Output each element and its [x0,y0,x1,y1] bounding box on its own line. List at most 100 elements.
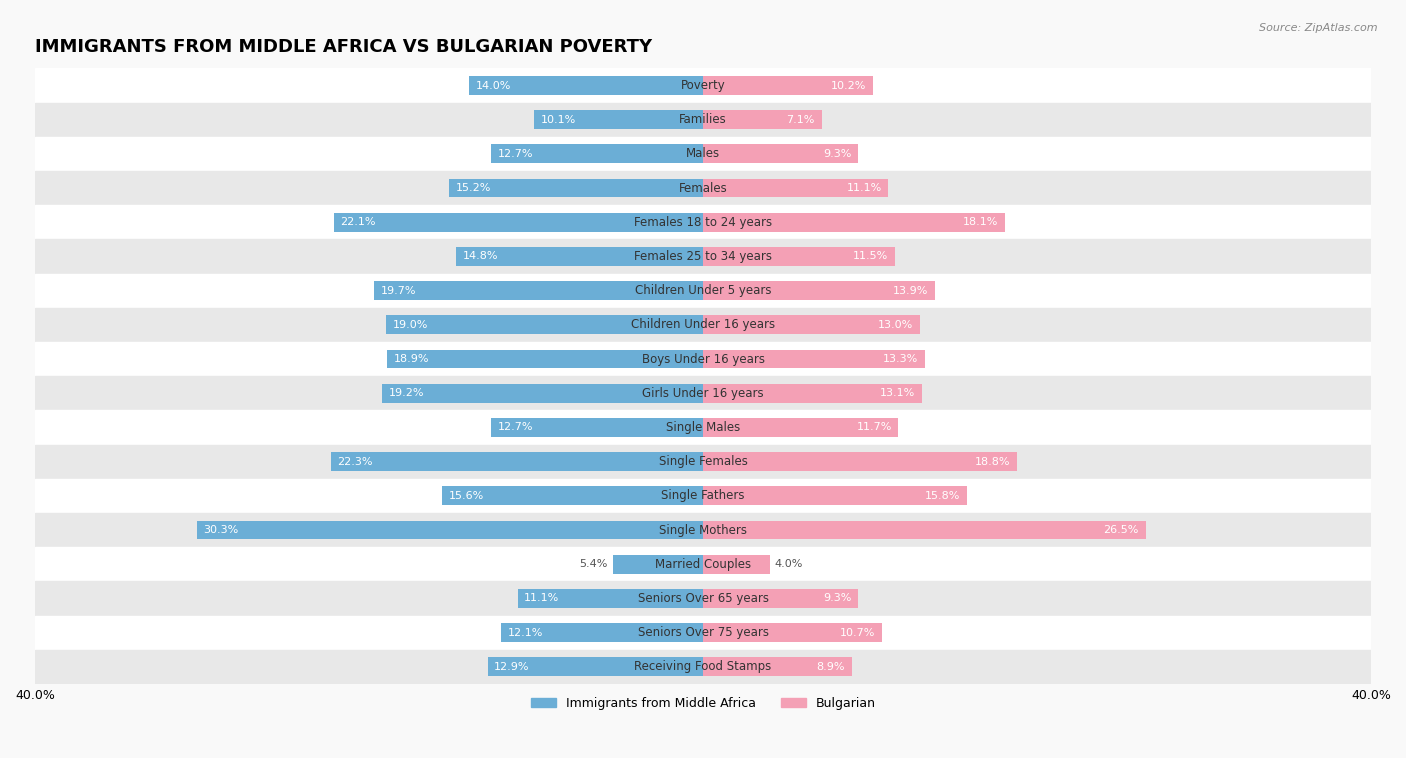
Bar [385,315,703,334]
Bar [35,205,1371,240]
Text: 13.3%: 13.3% [883,354,918,364]
Text: 12.7%: 12.7% [498,149,533,159]
Bar [534,111,703,129]
Text: 14.0%: 14.0% [475,80,512,90]
Bar [35,547,1371,581]
Text: 18.9%: 18.9% [394,354,429,364]
Bar [35,171,1371,205]
Text: 4.0%: 4.0% [775,559,803,569]
Text: 15.8%: 15.8% [925,491,960,501]
Text: Girls Under 16 years: Girls Under 16 years [643,387,763,399]
Bar [613,555,703,574]
Text: 18.1%: 18.1% [963,218,998,227]
Bar [703,145,858,163]
Text: 19.7%: 19.7% [381,286,416,296]
Bar [35,444,1371,479]
Text: 13.1%: 13.1% [880,388,915,398]
Bar [703,453,1017,471]
Text: 11.1%: 11.1% [524,594,560,603]
Text: 10.7%: 10.7% [839,628,875,637]
Bar [449,179,703,198]
Text: 10.2%: 10.2% [831,80,866,90]
Bar [330,453,703,471]
Bar [703,315,920,334]
Bar [35,102,1371,136]
Bar [35,615,1371,650]
Text: Single Mothers: Single Mothers [659,524,747,537]
Text: 8.9%: 8.9% [817,662,845,672]
Text: 5.4%: 5.4% [579,559,607,569]
Text: 12.9%: 12.9% [495,662,530,672]
Bar [35,479,1371,513]
Bar [35,136,1371,171]
Bar [387,349,703,368]
Text: 9.3%: 9.3% [824,149,852,159]
Text: 15.6%: 15.6% [449,491,485,501]
Text: Single Females: Single Females [658,455,748,468]
Bar [703,589,858,608]
Bar [35,513,1371,547]
Text: 12.1%: 12.1% [508,628,543,637]
Text: Single Males: Single Males [666,421,740,434]
Text: 19.0%: 19.0% [392,320,427,330]
Text: 18.8%: 18.8% [974,456,1011,467]
Text: Children Under 5 years: Children Under 5 years [634,284,772,297]
Text: 26.5%: 26.5% [1104,525,1139,535]
Bar [703,418,898,437]
Bar [703,384,922,402]
Text: IMMIGRANTS FROM MIDDLE AFRICA VS BULGARIAN POVERTY: IMMIGRANTS FROM MIDDLE AFRICA VS BULGARI… [35,38,652,56]
Bar [35,650,1371,684]
Text: 19.2%: 19.2% [389,388,425,398]
Text: 13.0%: 13.0% [879,320,914,330]
Bar [517,589,703,608]
Bar [35,308,1371,342]
Bar [35,410,1371,444]
Text: Seniors Over 75 years: Seniors Over 75 years [637,626,769,639]
Text: Married Couples: Married Couples [655,558,751,571]
Bar [443,487,703,506]
Text: Poverty: Poverty [681,79,725,92]
Bar [35,68,1371,102]
Bar [456,247,703,266]
Bar [35,581,1371,615]
Bar [35,342,1371,376]
Bar [703,213,1005,232]
Bar [382,384,703,402]
Bar [35,376,1371,410]
Bar [488,657,703,676]
Text: 12.7%: 12.7% [498,422,533,433]
Text: 11.1%: 11.1% [846,183,882,193]
Bar [491,418,703,437]
Text: Males: Males [686,147,720,161]
Bar [703,76,873,95]
Text: Seniors Over 65 years: Seniors Over 65 years [637,592,769,605]
Text: Boys Under 16 years: Boys Under 16 years [641,352,765,365]
Text: 22.3%: 22.3% [337,456,373,467]
Bar [35,240,1371,274]
Text: Receiving Food Stamps: Receiving Food Stamps [634,660,772,673]
Bar [703,281,935,300]
Bar [703,247,896,266]
Text: Families: Families [679,113,727,126]
Text: 22.1%: 22.1% [340,218,375,227]
Bar [35,274,1371,308]
Bar [333,213,703,232]
Text: Females 25 to 34 years: Females 25 to 34 years [634,250,772,263]
Text: 11.7%: 11.7% [856,422,891,433]
Text: 30.3%: 30.3% [204,525,239,535]
Text: Females 18 to 24 years: Females 18 to 24 years [634,216,772,229]
Text: 13.9%: 13.9% [893,286,928,296]
Bar [703,657,852,676]
Text: 10.1%: 10.1% [541,114,576,125]
Text: 7.1%: 7.1% [786,114,815,125]
Bar [703,111,821,129]
Text: Children Under 16 years: Children Under 16 years [631,318,775,331]
Text: Females: Females [679,182,727,195]
Text: 9.3%: 9.3% [824,594,852,603]
Text: 11.5%: 11.5% [853,252,889,262]
Bar [501,623,703,642]
Text: Source: ZipAtlas.com: Source: ZipAtlas.com [1260,23,1378,33]
Bar [703,349,925,368]
Text: 14.8%: 14.8% [463,252,498,262]
Legend: Immigrants from Middle Africa, Bulgarian: Immigrants from Middle Africa, Bulgarian [526,691,880,715]
